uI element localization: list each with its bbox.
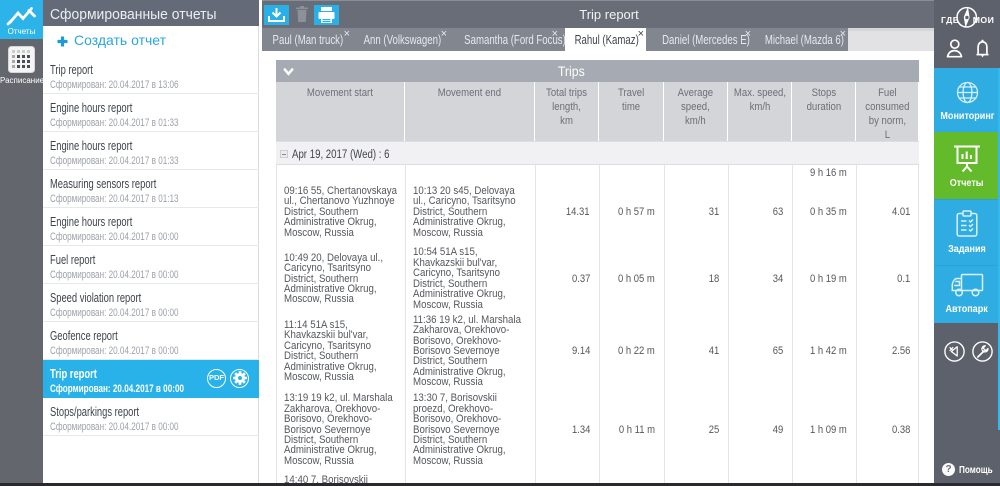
svg-text:ГДЕ: ГДЕ <box>941 15 959 25</box>
svg-text:МОИ: МОИ <box>973 15 994 25</box>
